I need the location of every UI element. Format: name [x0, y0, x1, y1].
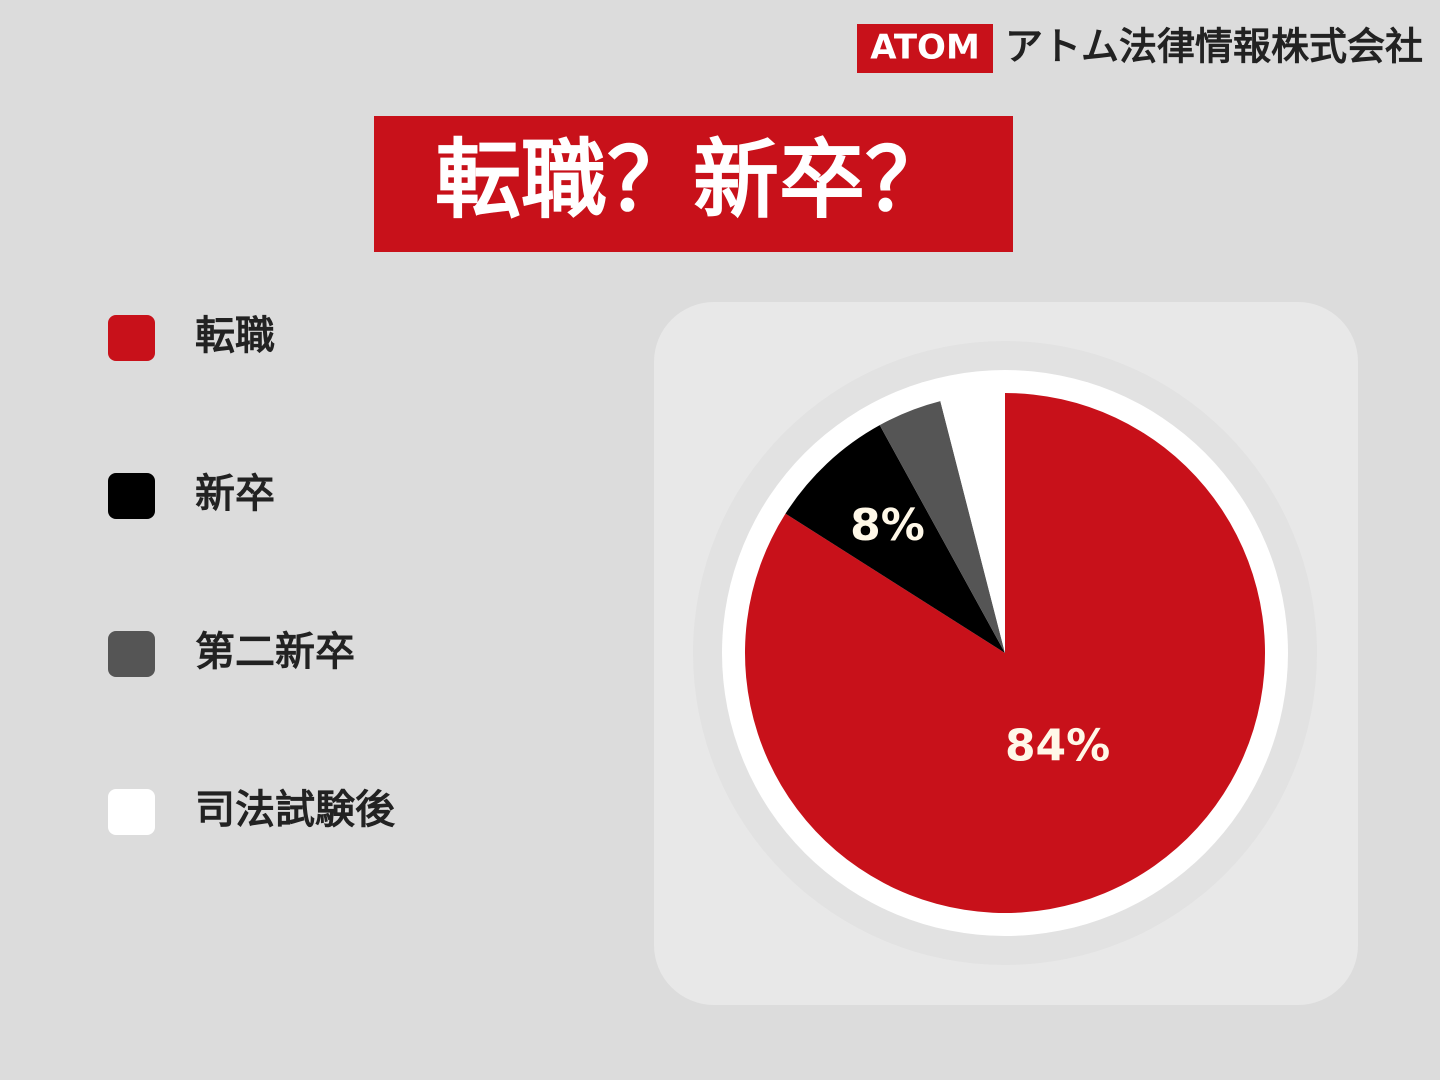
- pie-slice: [940, 393, 1005, 653]
- legend-swatch: [108, 789, 155, 835]
- title-box: [374, 116, 1013, 252]
- legend-label: 司法試験後: [195, 787, 396, 833]
- legend-swatch: [108, 631, 155, 677]
- pie-slice: [879, 401, 1005, 653]
- chart-title: 転職？新卒？: [435, 130, 951, 230]
- legend-label: 新卒: [195, 471, 275, 517]
- data-label: 84%: [1005, 721, 1110, 772]
- data-label: 8%: [850, 500, 925, 551]
- logo-box: [857, 24, 993, 73]
- legend-label: 転職: [195, 313, 275, 359]
- company-name: アトム法律情報株式会社: [1005, 25, 1423, 69]
- pie-slice: [785, 425, 1005, 653]
- legend-label: 第二新卒: [195, 629, 355, 675]
- logo: ATOM: [870, 28, 980, 68]
- legend-swatch: [108, 315, 155, 361]
- legend-swatch: [108, 473, 155, 519]
